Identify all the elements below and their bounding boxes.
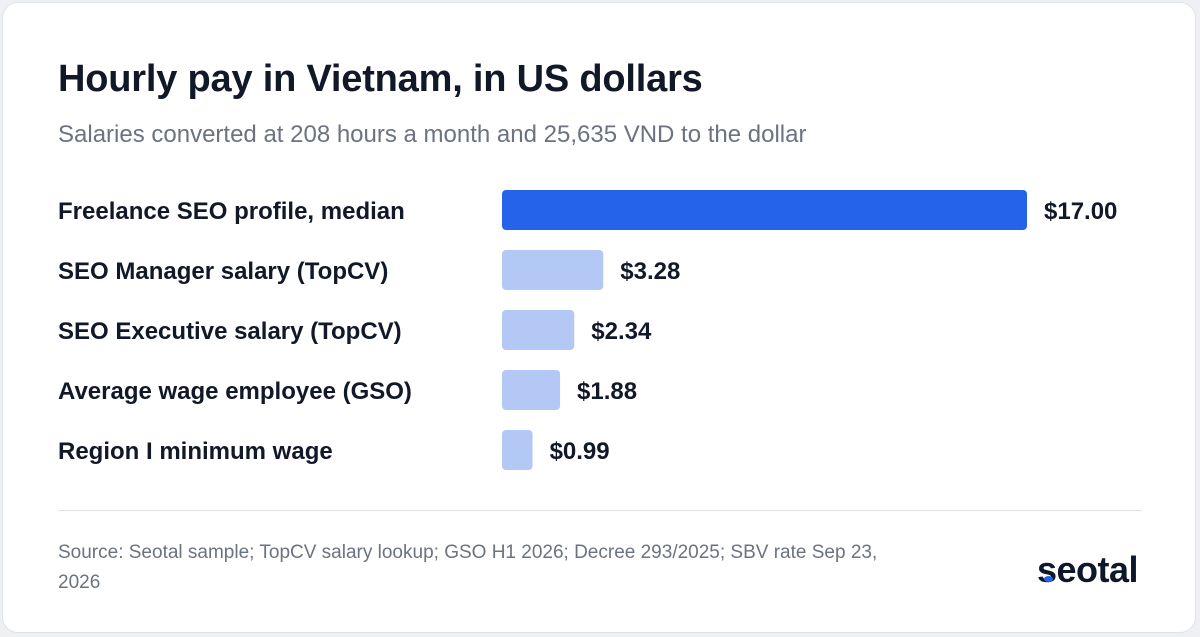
footer-divider (58, 510, 1142, 511)
logo-accent-dot (1043, 576, 1053, 582)
bar (502, 250, 604, 290)
source-note: Source: Seotal sample; TopCV salary look… (58, 542, 878, 593)
chart-subtitle: Salaries converted at 208 hours a month … (58, 121, 807, 148)
category-label: Region I minimum wage (58, 438, 333, 465)
value-label: $2.34 (591, 318, 652, 345)
value-label: $3.28 (620, 258, 680, 285)
category-label: SEO Manager salary (TopCV) (58, 258, 388, 285)
value-label: $17.00 (1044, 198, 1117, 225)
bar (502, 190, 1027, 230)
bar (502, 370, 561, 410)
value-label: $1.88 (577, 378, 637, 405)
category-label: Average wage employee (GSO) (58, 378, 412, 405)
chart-title: Hourly pay in Vietnam, in US dollars (58, 58, 703, 100)
category-label: Freelance SEO profile, median (58, 198, 405, 225)
value-label: $0.99 (550, 438, 610, 465)
bar (502, 310, 575, 350)
logo-text: seotal (1036, 549, 1139, 590)
bar (502, 430, 533, 470)
category-label: SEO Executive salary (TopCV) (58, 318, 402, 345)
bar-chart: Freelance SEO profile, median $17.00 SEO M… (58, 190, 1117, 470)
seotal-logo: seotal (1036, 549, 1139, 591)
